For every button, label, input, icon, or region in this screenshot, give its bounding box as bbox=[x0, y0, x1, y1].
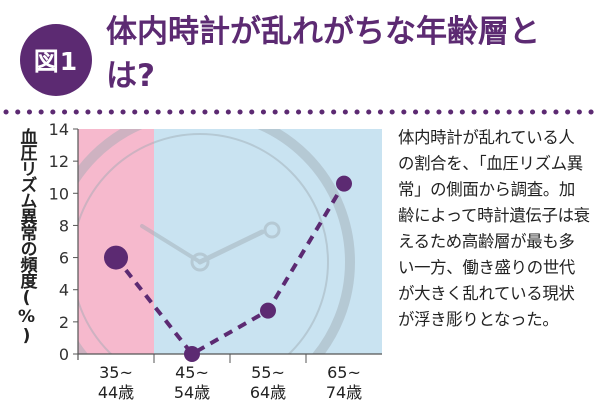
clock-watermark bbox=[78, 129, 355, 354]
y-tick-label: 14 bbox=[49, 120, 69, 139]
y-axis-label: 血圧リズム異常の頻度(%) bbox=[16, 128, 37, 345]
figure-badge: 図1 bbox=[20, 24, 92, 96]
data-point bbox=[104, 245, 128, 270]
x-tick-label: 45~ bbox=[175, 363, 209, 382]
y-tick-label: 0 bbox=[59, 345, 69, 364]
figure-title: 体内時計が乱れがちな年齢層とは? bbox=[106, 14, 540, 94]
y-tick-label: 2 bbox=[59, 313, 69, 332]
x-tick-label: 65~ bbox=[327, 363, 361, 382]
y-tick-label: 12 bbox=[49, 152, 69, 171]
dotted-divider bbox=[3, 109, 597, 115]
x-tick-label: 74歳 bbox=[326, 383, 362, 402]
axes: 0 2 4 6 8 10 12 14 35~44歳 45~54歳 55~64歳 65~74歳 bbox=[49, 120, 382, 402]
data-points bbox=[104, 175, 352, 362]
series-line bbox=[114, 182, 346, 357]
y-axis-label-box: 血圧リズム異常の頻度(%) bbox=[12, 128, 42, 368]
data-point bbox=[260, 302, 276, 319]
series-polyline bbox=[114, 182, 346, 357]
x-tick-label: 55~ bbox=[251, 363, 285, 382]
x-tick-label: 35~ bbox=[99, 363, 133, 382]
data-point bbox=[336, 175, 352, 192]
x-tick-label: 64歳 bbox=[250, 383, 286, 402]
data-point bbox=[184, 346, 200, 362]
y-tick-label: 10 bbox=[49, 184, 69, 203]
y-tick-label: 4 bbox=[59, 281, 69, 300]
highlight-band bbox=[78, 129, 154, 354]
x-tick-label: 54歳 bbox=[174, 383, 210, 402]
y-tick-label: 6 bbox=[59, 249, 69, 268]
x-tick-label: 44歳 bbox=[98, 383, 134, 402]
description-text: 体内時計が乱れている人の割合を、「血圧リズム異常」の側面から調査。加齢によって時… bbox=[398, 128, 590, 329]
y-tick-label: 8 bbox=[59, 216, 69, 235]
plot-background bbox=[78, 129, 382, 354]
